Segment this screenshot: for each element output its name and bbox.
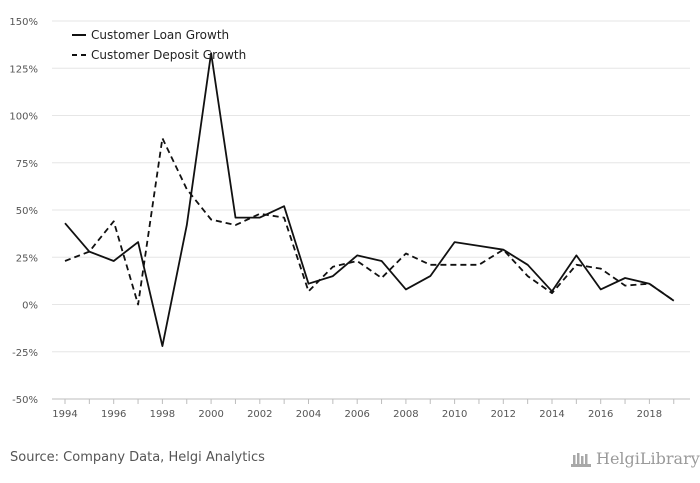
y-tick-label: 125% [9, 64, 38, 75]
y-tick-label: 25% [16, 253, 38, 264]
x-tick-label: 2012 [491, 409, 516, 420]
y-tick-label: 0% [22, 301, 38, 312]
x-tick-label: 2010 [442, 409, 467, 420]
x-tick-label: 2006 [344, 409, 369, 420]
legend-label-deposit: Customer Deposit Growth [91, 48, 246, 62]
x-axis-ticks [64, 399, 675, 404]
gridlines [52, 20, 690, 353]
x-tick-label: 1994 [52, 409, 77, 420]
legend-item-loan[interactable]: Customer Loan Growth [72, 28, 229, 42]
y-tick-label: 75% [16, 159, 38, 170]
legend: Customer Loan Growth Customer Deposit Gr… [72, 28, 246, 62]
y-tick-label: -50% [12, 395, 38, 406]
series-lines [64, 52, 675, 348]
brand-name: HelgiLibrary [596, 449, 700, 468]
y-tick-label: 50% [16, 206, 38, 217]
y-axis-tick-labels: 150% 125% 100% 75% 50% 25% 0% -25% -50% [9, 17, 38, 406]
x-tick-label: 2018 [637, 409, 662, 420]
x-axis-tick-labels: 1994 1996 1998 2000 2002 2004 2006 2008 2010 2012… [52, 409, 662, 420]
x-tick-label: 2016 [588, 409, 613, 420]
legend-item-deposit[interactable]: Customer Deposit Growth [72, 48, 246, 62]
x-tick-label: 2000 [198, 409, 223, 420]
library-icon [571, 452, 591, 467]
x-tick-label: 1998 [150, 409, 175, 420]
series-line-deposit-growth [64, 137, 675, 306]
x-tick-label: 2014 [539, 409, 564, 420]
series-line-loan-growth [64, 52, 675, 348]
x-tick-label: 1996 [101, 409, 126, 420]
y-tick-label: -25% [12, 348, 38, 359]
legend-label-loan: Customer Loan Growth [91, 28, 229, 42]
x-tick-label: 2002 [247, 409, 272, 420]
x-tick-label: 2008 [393, 409, 418, 420]
y-tick-label: 100% [9, 112, 38, 123]
source-note: Source: Company Data, Helgi Analytics [10, 450, 265, 465]
y-tick-label: 150% [9, 17, 38, 28]
x-tick-label: 2004 [296, 409, 321, 420]
brand-logo[interactable]: HelgiLibrary [570, 449, 700, 468]
